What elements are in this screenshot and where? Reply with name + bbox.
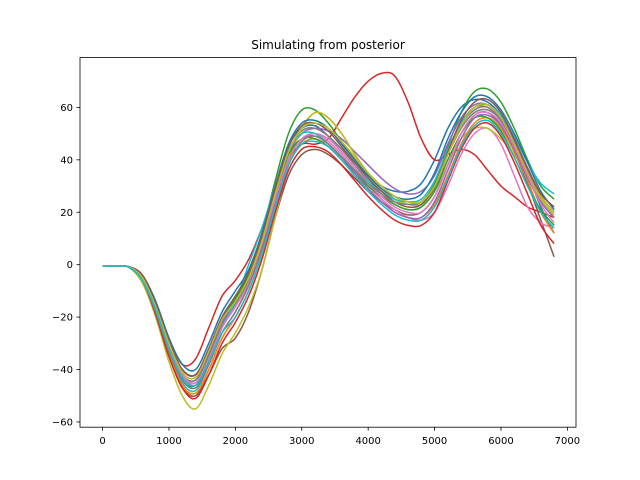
series-line-19 <box>102 103 555 380</box>
y-tick-label: 60 <box>60 103 73 114</box>
y-tick-label: 20 <box>60 208 73 219</box>
series-layer <box>102 71 555 410</box>
y-tick-label: −60 <box>52 417 73 428</box>
series-line-14 <box>102 122 555 400</box>
plot-frame <box>79 57 577 428</box>
x-tick-label: 7000 <box>555 436 580 447</box>
series-line-9 <box>102 111 555 410</box>
series-line-16 <box>102 97 555 377</box>
y-tick-label: −40 <box>52 365 73 376</box>
y-axis-ticks: −60 −40 −20 0 20 40 60 <box>52 103 80 428</box>
x-tick-label: 6000 <box>488 436 513 447</box>
x-tick-label: 5000 <box>422 436 447 447</box>
series-line-17 <box>102 111 555 385</box>
x-tick-label: 2000 <box>223 436 248 447</box>
series-line-20 <box>102 119 555 387</box>
x-tick-label: 3000 <box>289 436 314 447</box>
series-line-18 <box>102 108 555 390</box>
x-tick-label: 1000 <box>156 436 181 447</box>
chart-title: Simulating from posterior <box>251 38 405 52</box>
x-axis-ticks: 0 1000 2000 3000 4000 5000 6000 7000 <box>99 427 580 447</box>
y-tick-label: 40 <box>60 155 73 166</box>
y-tick-label: 0 <box>67 260 73 271</box>
y-tick-label: −20 <box>52 313 73 324</box>
x-tick-label: 4000 <box>355 436 380 447</box>
x-tick-label: 0 <box>99 436 105 447</box>
